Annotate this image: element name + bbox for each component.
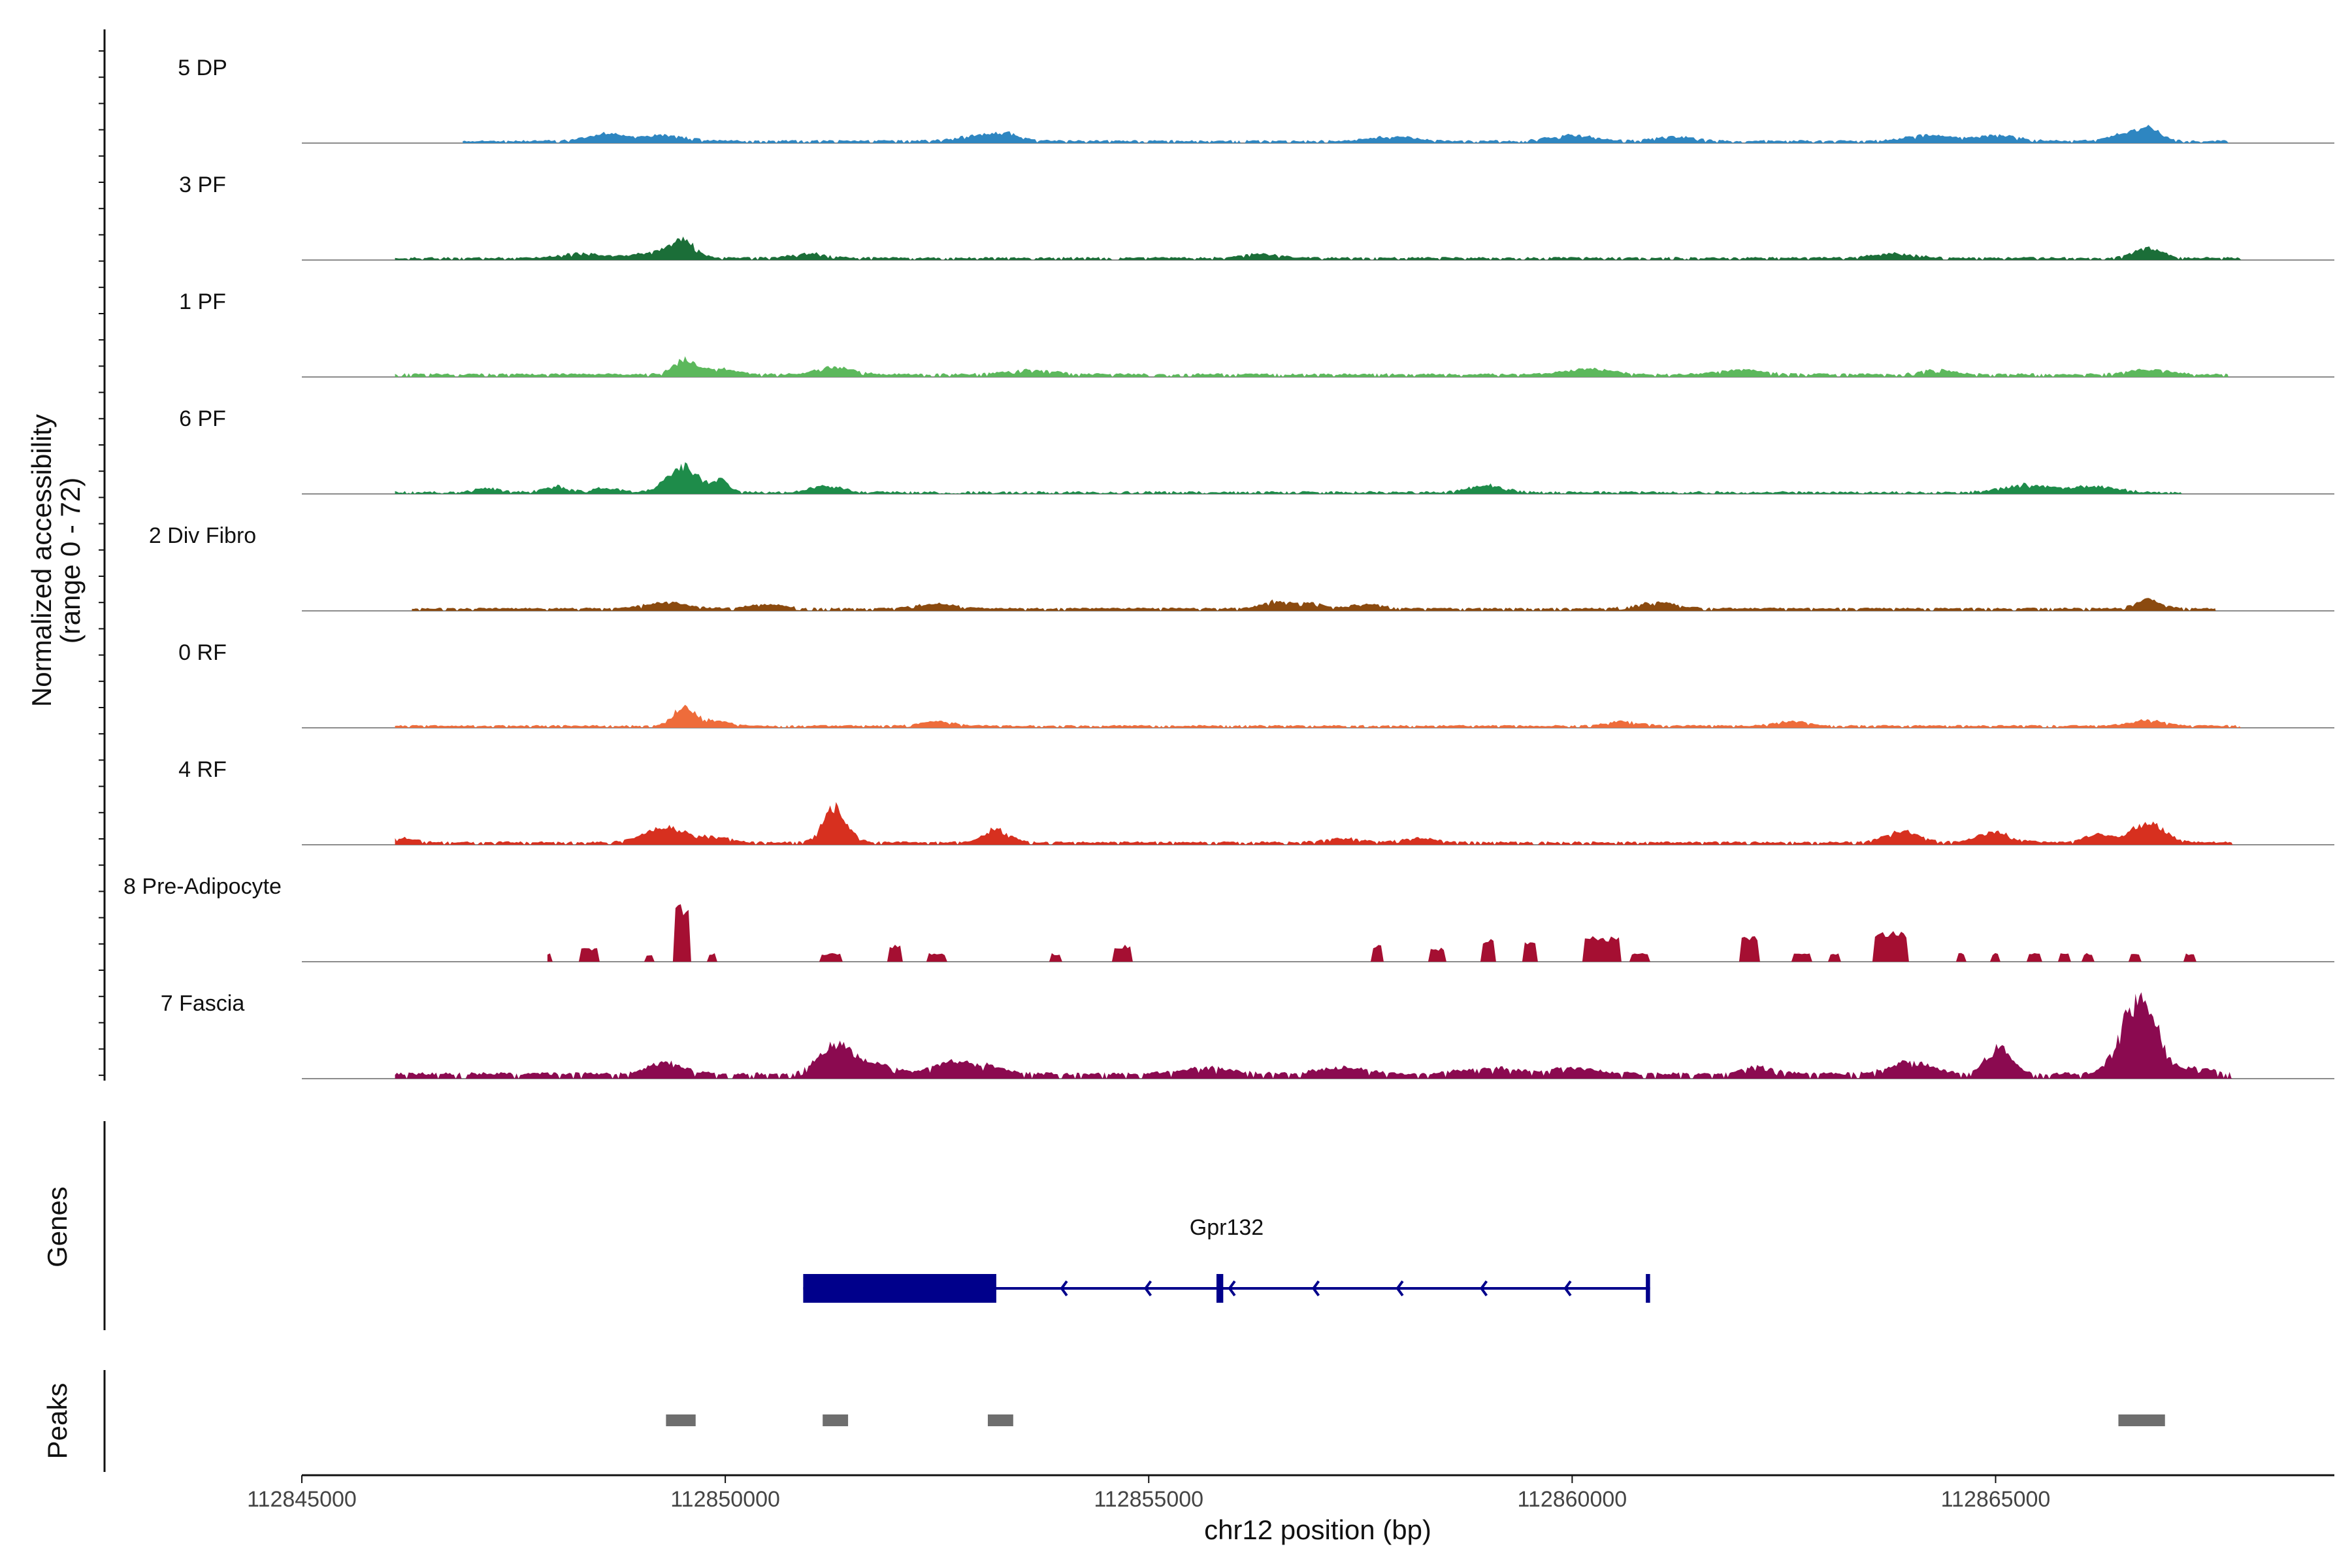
gene-exon [1646,1274,1650,1303]
x-axis-title: chr12 position (bp) [1204,1514,1431,1545]
track-label: 3 PF [179,172,226,197]
strand-arrow-icon [1060,1280,1068,1297]
coverage-area [547,904,2208,962]
peak-region [666,1414,696,1426]
coverage-area [412,598,2216,611]
track-labels: 5 DP 3 PF 1 PF 6 PF 2 Div Fibro 0 RF 4 RF 8 Pre… [123,56,282,1016]
coverage-area [395,992,2233,1079]
strand-arrow-icon [1563,1280,1572,1297]
track-label: 5 DP [178,56,227,80]
strand-arrow-icon [1228,1280,1236,1297]
gene-exon [803,1274,996,1303]
coverage-area [395,237,2242,260]
x-tick-label: 112855000 [1094,1487,1203,1512]
genes-panel: Gpr132 [103,1121,1650,1330]
track-label: 4 RF [178,757,227,782]
y-axis-title-line1: Normalized accessibility [26,414,57,707]
x-tick-label: 112860000 [1518,1487,1627,1512]
coverage-area [395,802,2233,845]
track-label: 7 Fascia [161,991,245,1016]
x-tick-label: 112850000 [670,1487,780,1512]
peak-region [2118,1414,2165,1426]
track-label: 6 PF [179,406,226,431]
strand-arrow-icon [1143,1280,1152,1297]
y-axis-title-line2: (range 0 - 72) [55,478,86,644]
peak-region [987,1414,1013,1426]
y-axis [99,29,106,1081]
track-label: 8 Pre-Adipocyte [123,874,282,899]
x-tick-label: 112865000 [1941,1487,2051,1512]
x-tick-label: 112845000 [247,1487,357,1512]
track-label: 0 RF [178,640,227,665]
track-label: 1 PF [179,289,226,314]
coverage-area [395,704,2242,728]
strand-arrow-icon [1396,1280,1404,1297]
strand-arrow-icon [1479,1280,1488,1297]
gene-name-label: Gpr132 [1190,1215,1264,1240]
coverage-tracks [302,125,2334,1079]
coverage-area [463,125,2229,143]
coverage-area [395,356,2229,377]
genes-panel-title: Genes [42,1186,73,1267]
x-axis: 112845000 112850000 112855000 112860000 1128… [247,1474,2334,1512]
strand-arrow-icon [1311,1280,1320,1297]
gene-exon [1216,1274,1224,1303]
peaks-panel [103,1370,2165,1472]
coverage-area [395,462,2182,494]
peak-region [823,1414,849,1426]
track-label: 2 Div Fibro [149,523,256,548]
peaks-panel-title: Peaks [42,1383,73,1460]
